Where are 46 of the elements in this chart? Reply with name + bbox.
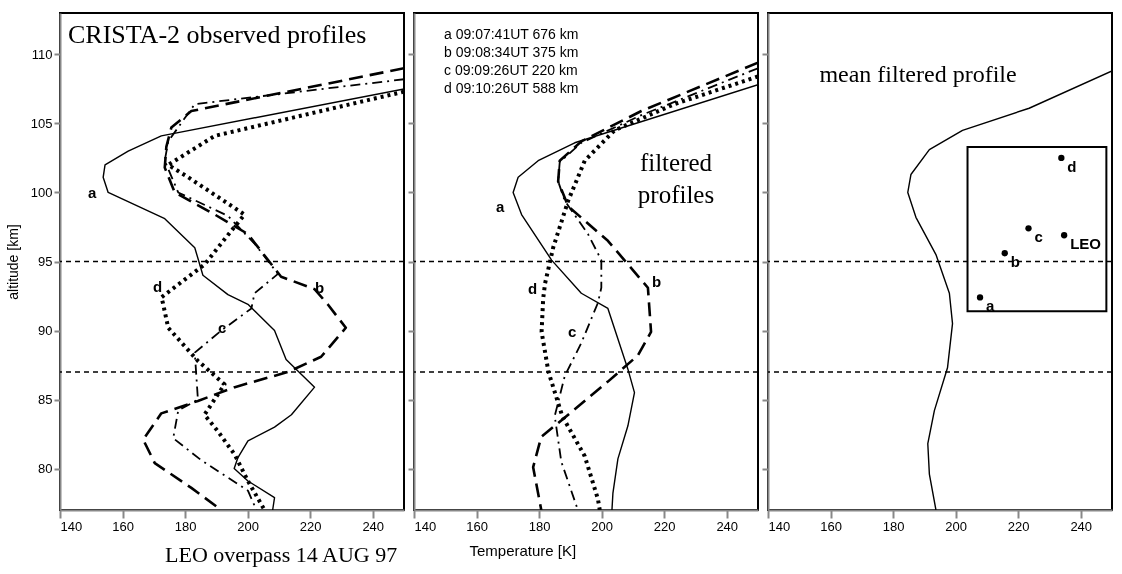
x-tick-label: 220 [299, 518, 322, 534]
x-tick-label: 160 [820, 518, 842, 534]
x-tick-label: 140 [414, 518, 437, 534]
annotation: c 09:09:26UT 220 km [444, 62, 578, 78]
x-tick-label: 140 [60, 518, 83, 534]
y-tick-label: 110 [31, 46, 53, 62]
x-tick-label: 240 [716, 518, 739, 534]
annotation: b [652, 273, 662, 290]
text: LEO overpass 14 AUG 97 [165, 542, 398, 567]
x-tick-label: 160 [466, 518, 488, 534]
annotation: a [496, 198, 505, 215]
x-tick-label: 180 [882, 518, 905, 534]
x-tick-label: 200 [591, 518, 613, 534]
data-label: d [1067, 157, 1077, 175]
y-tick-label: 95 [38, 254, 53, 269]
annotation: d 09:10:26UT 588 km [444, 80, 579, 96]
x-tick-label: 240 [1070, 518, 1093, 534]
x-tick-label: 200 [945, 518, 967, 534]
annotation: d [153, 278, 163, 295]
y-tick-label: 85 [38, 392, 53, 408]
x-axis-title: Temperature [K] [469, 541, 577, 559]
y-tick-label: 105 [30, 115, 53, 131]
chart-title: CRISTA-2 observed profiles [68, 20, 367, 49]
x-tick-label: 180 [528, 518, 551, 534]
x-tick-label: 200 [237, 518, 259, 534]
text: filtered profiles [637, 149, 715, 208]
y-axis-title: altitude [km] [4, 224, 21, 300]
y-tick-label: 80 [38, 461, 53, 477]
data-label: LEO [1070, 235, 1102, 253]
annotation: d [528, 280, 538, 297]
y-tick-label: 90 [38, 323, 53, 339]
text: mean filtered profile [819, 61, 1017, 87]
annotation: c [568, 323, 577, 340]
y-tick-label: 100 [30, 184, 53, 200]
x-tick-label: 160 [112, 518, 134, 534]
annotation: c [218, 319, 227, 336]
x-tick-label: 240 [362, 518, 385, 534]
annotation: b 09:08:34UT 375 km [444, 44, 579, 60]
x-tick-label: 220 [653, 518, 676, 534]
x-tick-label: 140 [768, 518, 791, 534]
data-label: a [986, 297, 996, 315]
x-tick-label: 180 [174, 518, 197, 534]
annotation: a [88, 184, 97, 201]
data-label: c [1034, 228, 1043, 246]
x-tick-label: 220 [1007, 518, 1030, 534]
annotation: a 09:07:41UT 676 km [444, 26, 579, 42]
